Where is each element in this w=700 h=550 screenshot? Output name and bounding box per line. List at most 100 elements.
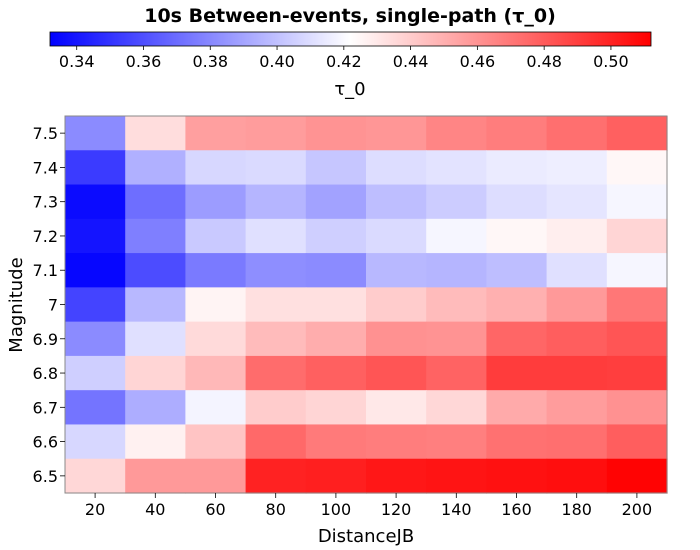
heatmap-cell (245, 150, 307, 186)
heatmap-cell (125, 116, 186, 151)
colorbar-tick-label: 0.46 (460, 52, 496, 71)
heatmap-cell (366, 184, 427, 220)
y-tick-label: 7.2 (33, 227, 58, 246)
heatmap-cells (65, 116, 668, 494)
heatmap-cell (125, 287, 186, 323)
heatmap-cell (65, 458, 126, 494)
heatmap-cell (426, 253, 487, 288)
heatmap-cell (305, 390, 367, 426)
heatmap-cell (546, 458, 608, 494)
heatmap-cell (426, 390, 487, 426)
heatmap-cell (305, 253, 367, 288)
heatmap-cell (366, 321, 427, 357)
y-tick-label: 6.9 (33, 330, 58, 349)
heatmap-cell (426, 355, 487, 391)
heatmap-cell (305, 218, 367, 254)
heatmap-cell (426, 287, 487, 323)
heatmap-cell (125, 321, 186, 357)
heatmap-cell (606, 355, 668, 391)
heatmap-cell (185, 321, 247, 357)
heatmap-cell (185, 390, 247, 426)
x-axis-label: DistanceJB (318, 526, 414, 547)
heatmap-cell (486, 253, 548, 288)
heatmap-cell (245, 321, 307, 357)
heatmap-cell (245, 458, 307, 494)
x-axis-ticks: 20 40 60 80 100 120 140 160 180 200 (85, 493, 652, 519)
heatmap-cell (305, 355, 367, 391)
heatmap-cell (546, 150, 608, 186)
heatmap-cell (305, 116, 367, 151)
heatmap-cell (245, 355, 307, 391)
heatmap-cell (305, 321, 367, 357)
heatmap-cell (245, 218, 307, 254)
heatmap-cell (546, 116, 608, 151)
heatmap-cell (366, 150, 427, 186)
x-tick-label: 100 (321, 500, 352, 519)
y-tick-label: 7.3 (33, 193, 58, 212)
heatmap-cell (606, 321, 668, 357)
heatmap-cell (65, 321, 126, 357)
heatmap-cell (546, 355, 608, 391)
heatmap-cell (245, 287, 307, 323)
heatmap-cell (426, 150, 487, 186)
heatmap-cell (546, 321, 608, 357)
heatmap-cell (125, 218, 186, 254)
heatmap-cell (606, 116, 668, 151)
heatmap-cell (606, 458, 668, 494)
heatmap-cell (366, 116, 427, 151)
heatmap-cell (125, 355, 186, 391)
heatmap-cell (305, 184, 367, 220)
heatmap-cell (65, 390, 126, 426)
heatmap-cell (305, 458, 367, 494)
y-tick-label: 7.5 (33, 124, 58, 143)
heatmap-cell (245, 116, 307, 151)
colorbar-tick-label: 0.40 (259, 52, 295, 71)
colorbar-tick-label: 0.48 (526, 52, 562, 71)
x-tick-label: 120 (381, 500, 412, 519)
heatmap-cell (426, 116, 487, 151)
heatmap-cell (125, 253, 186, 288)
heatmap-cell (185, 116, 247, 151)
heatmap-cell (366, 218, 427, 254)
heatmap-cell (185, 218, 247, 254)
heatmap-cell (245, 390, 307, 426)
y-tick-label: 6.8 (33, 364, 58, 383)
y-tick-label: 7.1 (33, 261, 58, 280)
heatmap-cell (546, 390, 608, 426)
colorbar-gradient (49, 31, 652, 47)
chart-title: 10s Between-events, single-path (τ_0) (144, 5, 556, 27)
heatmap-cell (366, 355, 427, 391)
y-tick-label: 6.7 (33, 398, 58, 417)
heatmap-cell (606, 184, 668, 220)
heatmap-cell (125, 150, 186, 186)
x-tick-label: 80 (266, 500, 286, 519)
heatmap-cell (606, 287, 668, 323)
heatmap-cell (185, 253, 247, 288)
y-tick-label: 7.4 (33, 158, 58, 177)
heatmap-cell (366, 424, 427, 460)
heatmap-cell (305, 287, 367, 323)
heatmap-cell (125, 184, 186, 220)
heatmap-cell (426, 458, 487, 494)
heatmap-cell (185, 287, 247, 323)
heatmap-cell (546, 218, 608, 254)
heatmap-cell (366, 287, 427, 323)
x-tick-label: 180 (561, 500, 592, 519)
heatmap-cell (546, 287, 608, 323)
heatmap-cell (486, 287, 548, 323)
colorbar-tick-label: 0.44 (393, 52, 429, 71)
heatmap-cell (65, 253, 126, 288)
heatmap-cell (245, 424, 307, 460)
colorbar-label: τ_0 (334, 79, 365, 100)
y-axis-label: Magnitude (6, 257, 27, 352)
heatmap-cell (185, 355, 247, 391)
heatmap-cell (486, 458, 548, 494)
heatmap-cell (486, 355, 548, 391)
x-tick-label: 160 (501, 500, 532, 519)
heatmap-cell (546, 184, 608, 220)
y-axis-ticks: 7.5 7.4 7.3 7.2 7.1 7 6.9 6.8 6.7 6.6 6.5 (33, 124, 65, 486)
heatmap-cell (426, 321, 487, 357)
colorbar-tick-label: 0.38 (192, 52, 228, 71)
heatmap-cell (486, 184, 548, 220)
heatmap-cell (606, 424, 668, 460)
